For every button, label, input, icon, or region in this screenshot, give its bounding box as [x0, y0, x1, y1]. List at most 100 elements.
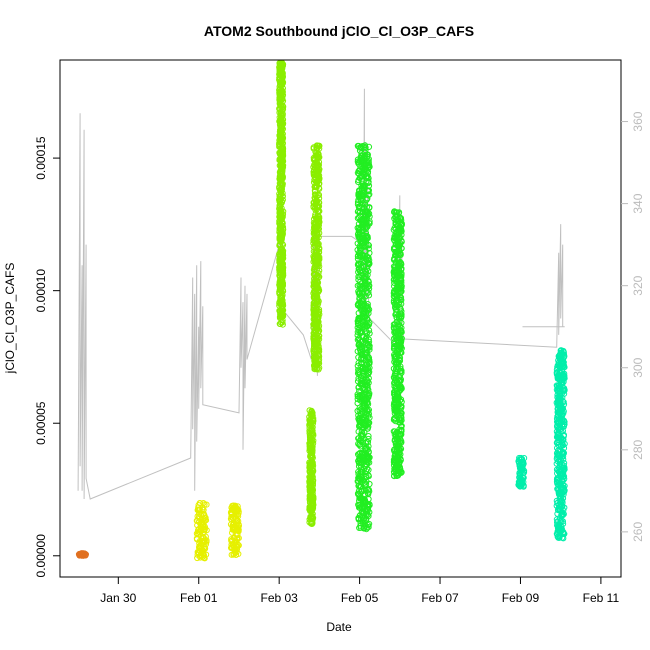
- data-point: [314, 192, 321, 199]
- data-point: [312, 343, 319, 350]
- data-point: [307, 434, 314, 441]
- data-point: [395, 210, 402, 217]
- data-point: [554, 525, 562, 532]
- data-point: [396, 458, 403, 466]
- data-point: [315, 288, 322, 296]
- data-point: [195, 502, 202, 509]
- x-tick-label: Feb 05: [341, 591, 379, 605]
- data-point: [306, 430, 313, 437]
- x-tick-label: Feb 11: [583, 591, 620, 605]
- data-point: [556, 390, 564, 397]
- data-point: [357, 328, 364, 335]
- data-point: [277, 312, 285, 319]
- x-tick-label: Jan 30: [100, 591, 136, 605]
- data-point: [230, 542, 237, 549]
- data-point: [366, 204, 373, 211]
- data-point: [363, 422, 370, 429]
- data-point: [313, 324, 320, 331]
- data-point: [557, 356, 564, 363]
- data-point: [355, 203, 362, 210]
- data-point: [560, 362, 568, 369]
- data-point: [311, 155, 318, 162]
- data-point: [556, 458, 564, 465]
- data-point: [557, 396, 564, 403]
- data-point: [279, 264, 286, 271]
- data-point: [558, 362, 565, 369]
- data-point: [355, 326, 362, 334]
- data-point: [557, 405, 564, 412]
- data-point: [309, 492, 316, 499]
- data-point: [310, 204, 317, 211]
- data-point: [358, 374, 365, 381]
- data-point: [398, 414, 405, 421]
- data-point: [397, 403, 405, 410]
- x-tick-label: Feb 03: [260, 591, 298, 605]
- y2-tick-label: 360: [631, 111, 645, 131]
- data-point: [391, 343, 398, 350]
- data-point: [356, 229, 363, 236]
- data-point: [361, 502, 369, 509]
- data-point: [313, 178, 320, 186]
- y2-tick-label: 300: [631, 357, 645, 377]
- data-point: [311, 354, 318, 361]
- data-point: [391, 255, 398, 262]
- data-point: [560, 456, 567, 463]
- data-point: [315, 256, 322, 263]
- data-point: [398, 221, 405, 228]
- data-point: [279, 79, 287, 86]
- data-point: [360, 232, 367, 239]
- data-point: [278, 128, 285, 135]
- data-point: [361, 149, 368, 156]
- data-point: [558, 352, 565, 359]
- data-point: [359, 169, 366, 176]
- data-point: [361, 323, 369, 330]
- data-point: [78, 552, 85, 559]
- data-point: [392, 396, 399, 404]
- chart-title: ATOM2 Southbound jClO_Cl_O3P_CAFS: [204, 23, 474, 39]
- data-point: [276, 242, 283, 249]
- data-point: [557, 497, 564, 504]
- y-axis-label: jClO_Cl_O3P_CAFS: [3, 263, 17, 375]
- data-point: [392, 328, 400, 335]
- data-point: [517, 468, 525, 475]
- data-point: [366, 520, 373, 528]
- data-point: [396, 285, 403, 293]
- data-point: [556, 471, 564, 478]
- data-point: [395, 353, 402, 360]
- data-point: [310, 145, 317, 152]
- data-point: [365, 143, 373, 150]
- data-point: [365, 360, 372, 367]
- data-point: [394, 441, 401, 448]
- data-point: [358, 284, 365, 291]
- data-point: [364, 281, 371, 288]
- data-point: [366, 330, 373, 337]
- data-point: [365, 255, 372, 262]
- data-point: [314, 279, 322, 286]
- data-point: [561, 387, 568, 394]
- data-point: [361, 442, 368, 449]
- data-point: [557, 372, 564, 379]
- data-point: [311, 312, 318, 319]
- data-point: [554, 477, 561, 484]
- data-point: [279, 140, 286, 147]
- data-point: [356, 337, 364, 344]
- x-tick-label: Feb 07: [421, 591, 459, 605]
- data-point: [561, 375, 568, 382]
- data-point: [307, 416, 314, 423]
- data-point: [363, 265, 370, 273]
- data-point: [306, 486, 313, 493]
- data-point: [398, 431, 405, 438]
- data-point: [276, 288, 283, 295]
- data-point: [356, 524, 363, 532]
- data-point: [554, 385, 562, 392]
- data-point: [203, 501, 210, 508]
- data-point: [276, 320, 283, 327]
- data-point: [397, 215, 405, 222]
- data-point: [393, 412, 400, 419]
- data-point: [311, 327, 318, 334]
- data-point: [391, 380, 398, 387]
- data-point: [311, 318, 318, 325]
- data-point: [308, 407, 315, 414]
- data-point: [311, 303, 318, 310]
- data-point: [395, 252, 402, 259]
